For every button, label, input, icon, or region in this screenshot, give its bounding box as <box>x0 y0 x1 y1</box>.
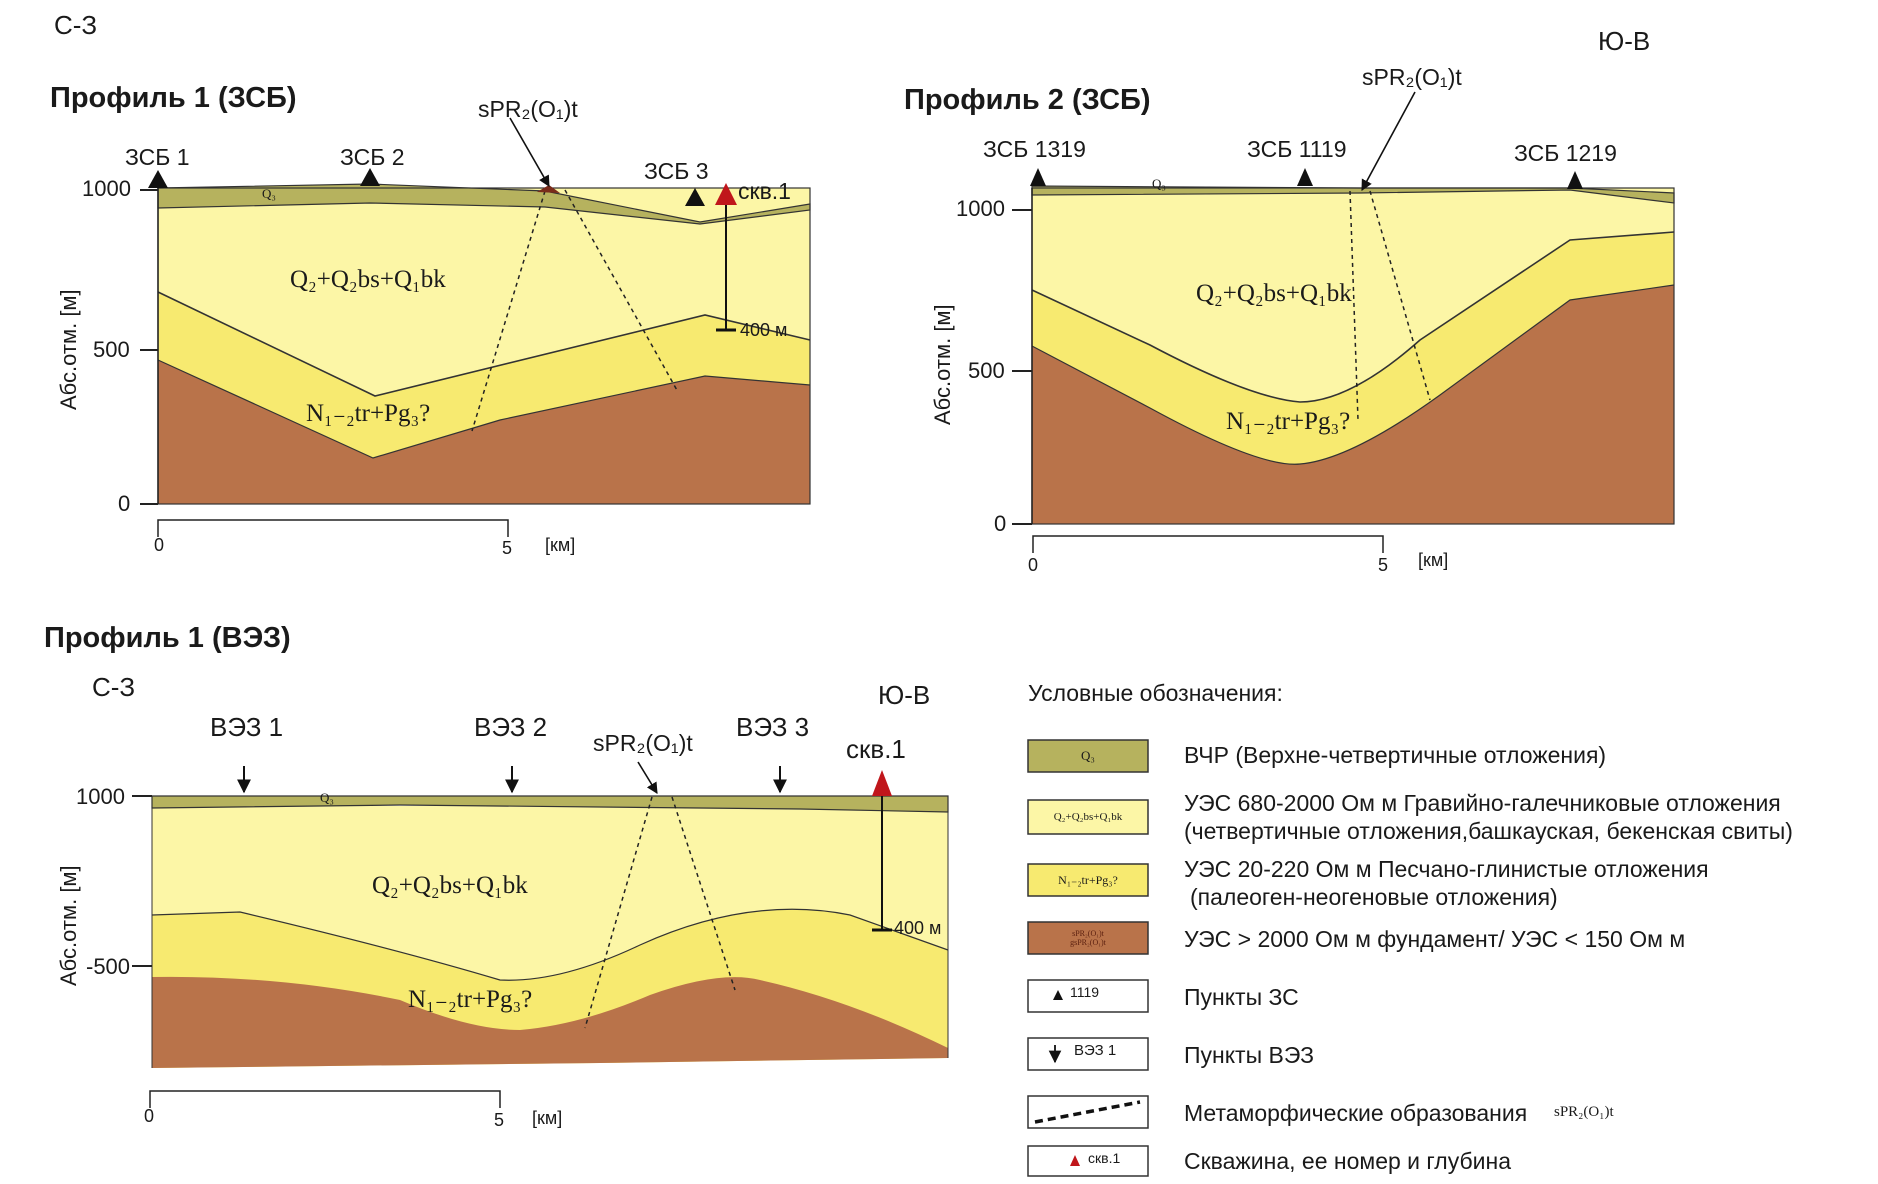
p3-ytick-neg500: -500 <box>86 954 131 979</box>
p1-title: Профиль 1 (ЗСБ) <box>50 82 297 114</box>
p2-fault-arrow <box>1361 91 1416 191</box>
profile2-section <box>1012 91 1675 553</box>
p1-base-layer <box>158 360 810 504</box>
p1-station-2-label: ЗСБ 2 <box>340 144 405 170</box>
legend-text-meta-symbol: sPR₂(O₁)t <box>1554 1104 1614 1120</box>
p3-well-icon <box>872 770 892 796</box>
p2-fault-label: sPR₂(O₁)t <box>1362 64 1462 90</box>
p1-fault-line <box>471 190 546 432</box>
p2-se-label: Ю-В <box>1598 26 1651 56</box>
p1-unit-q3: Q₃ <box>262 186 276 201</box>
p2-xtick-5: 5 <box>1378 555 1389 575</box>
p1-ytick-0: 0 <box>118 491 131 516</box>
p1-well-label: скв.1 <box>738 178 791 204</box>
profile1-section <box>140 117 811 537</box>
p1-well-depth: 400 м <box>740 320 788 340</box>
p2-station-1 <box>1030 168 1046 186</box>
p1-nw-label: С-З <box>54 10 98 40</box>
p3-fault-line <box>584 796 653 1029</box>
p2-base-layer <box>1032 285 1674 524</box>
p2-unit-n: N₁₋₂tr+Pg₃? <box>1226 408 1351 435</box>
legend-text-n-2: (палеоген-неогеновые отложения) <box>1190 884 1558 910</box>
legend-box-base: sPR₂(O₁)t gsPR₂(O₁)t <box>1028 922 1148 954</box>
legend-text-well: Скважина, ее номер и глубина <box>1184 1148 1511 1174</box>
p3-well-depth: 400 м <box>894 918 942 938</box>
p3-base-layer <box>152 976 948 1068</box>
p1-station-3 <box>685 188 705 206</box>
legend-box-base-line1: sPR₂(O₁)t <box>1072 929 1104 938</box>
p2-fault-line <box>1349 190 1359 421</box>
p3-y-axis-label: Абс.отм. [м] <box>56 865 81 986</box>
p2-station-3-label: ЗСБ 1219 <box>1514 140 1617 166</box>
p2-ytick-0: 0 <box>994 511 1007 536</box>
legend-box-q: Q₂+Q₂bs+Q₁bk <box>1053 811 1123 823</box>
p1-station-2 <box>360 168 380 186</box>
p1-well-icon <box>715 183 737 205</box>
profile3-section <box>132 761 949 1108</box>
p2-unit-q3: Q₃ <box>1152 176 1166 191</box>
legend-title: Условные обозначения: <box>1028 680 1283 706</box>
p1-ytick-500: 500 <box>93 337 130 362</box>
p1-unit-n: N₁₋₂tr+Pg₃? <box>306 400 431 427</box>
legend-text-n: УЭС 20-220 Ом м Песчано-глинистые отложе… <box>1184 856 1709 882</box>
p2-scale-bar <box>1032 535 1384 553</box>
p1-scale-bar <box>157 519 509 537</box>
p1-xtick-0: 0 <box>154 535 165 555</box>
p1-xtick-5: 5 <box>502 538 513 558</box>
p2-station-2 <box>1297 168 1313 186</box>
p3-unit-q: Q₂+Q₂bs+Q₁bk <box>372 872 528 899</box>
legend-text-vez: Пункты ВЭЗ <box>1184 1042 1315 1068</box>
legend-graphics <box>1027 739 1149 1177</box>
legend-box-n: N₁₋₂tr+Pg₃? <box>1058 872 1118 887</box>
p3-station-3-label: ВЭЗ 3 <box>736 712 810 742</box>
p3-se-label: Ю-В <box>878 680 931 710</box>
p2-title: Профиль 2 (ЗСБ) <box>904 84 1151 116</box>
p1-x-unit: [км] <box>545 535 576 555</box>
p2-station-2-label: ЗСБ 1119 <box>1247 136 1347 162</box>
legend-box-q3: Q₃ <box>1081 748 1095 763</box>
p2-y-axis-label: Абс.отм. [м] <box>930 304 955 425</box>
p3-station-1-label: ВЭЗ 1 <box>210 712 284 742</box>
p1-fault-label: sPR₂(O₁)t <box>478 96 578 122</box>
p3-unit-q3: Q₃ <box>320 790 334 805</box>
p3-nw-label: С-З <box>92 672 136 702</box>
p1-ytick-1000: 1000 <box>82 176 131 201</box>
p3-station-2-label: ВЭЗ 2 <box>474 712 548 742</box>
p3-fault-arrow <box>637 761 658 794</box>
legend-box-zs: 1119 <box>1070 984 1100 1000</box>
p3-well-label: скв.1 <box>846 734 906 764</box>
legend-box-base-line2: gsPR₂(O₁)t <box>1070 938 1106 947</box>
p1-station-1-label: ЗСБ 1 <box>125 144 190 170</box>
p3-scale-bar <box>149 1090 501 1108</box>
p3-xtick-5: 5 <box>494 1110 505 1130</box>
legend-text-zs: Пункты ЗС <box>1184 984 1299 1010</box>
legend-text-base: УЭС > 2000 Ом м фундамент/ УЭС < 150 Ом … <box>1184 926 1686 952</box>
p1-unit-q: Q₂+Q₂bs+Q₁bk <box>290 266 446 293</box>
p3-xtick-0: 0 <box>144 1106 155 1126</box>
p1-station-1 <box>148 170 168 188</box>
p1-station-3-label: ЗСБ 3 <box>644 158 709 184</box>
p3-ytick-1000: 1000 <box>76 784 125 809</box>
legend-box-vez: ВЭЗ 1 <box>1074 1042 1117 1059</box>
legend-box-well: скв.1 <box>1088 1150 1121 1166</box>
p1-fault-arrow <box>509 117 550 187</box>
p3-title: Профиль 1 (ВЭЗ) <box>44 622 291 654</box>
legend-text-meta: Метаморфические образования <box>1184 1100 1528 1126</box>
legend-text-q3: ВЧР (Верхне-четвертичные отложения) <box>1184 742 1607 768</box>
p2-station-3 <box>1567 171 1583 189</box>
legend-text-q-2: (четвертичные отложения,башкауская, беке… <box>1184 818 1793 844</box>
p3-unit-n: N₁₋₂tr+Pg₃? <box>408 986 533 1013</box>
p3-x-unit: [км] <box>532 1108 563 1128</box>
p3-fault-label: sPR₂(O₁)t <box>593 730 693 756</box>
p2-xtick-0: 0 <box>1028 555 1039 575</box>
p2-ytick-1000: 1000 <box>956 196 1005 221</box>
p2-ytick-500: 500 <box>968 358 1005 383</box>
p2-x-unit: [км] <box>1418 550 1449 570</box>
p1-y-axis-label: Абс.отм. [м] <box>56 289 81 410</box>
p2-unit-q: Q₂+Q₂bs+Q₁bk <box>1196 280 1352 307</box>
p2-station-1-label: ЗСБ 1319 <box>983 136 1086 162</box>
legend-text-q: УЭС 680-2000 Ом м Гравийно-галечниковые … <box>1184 790 1781 816</box>
